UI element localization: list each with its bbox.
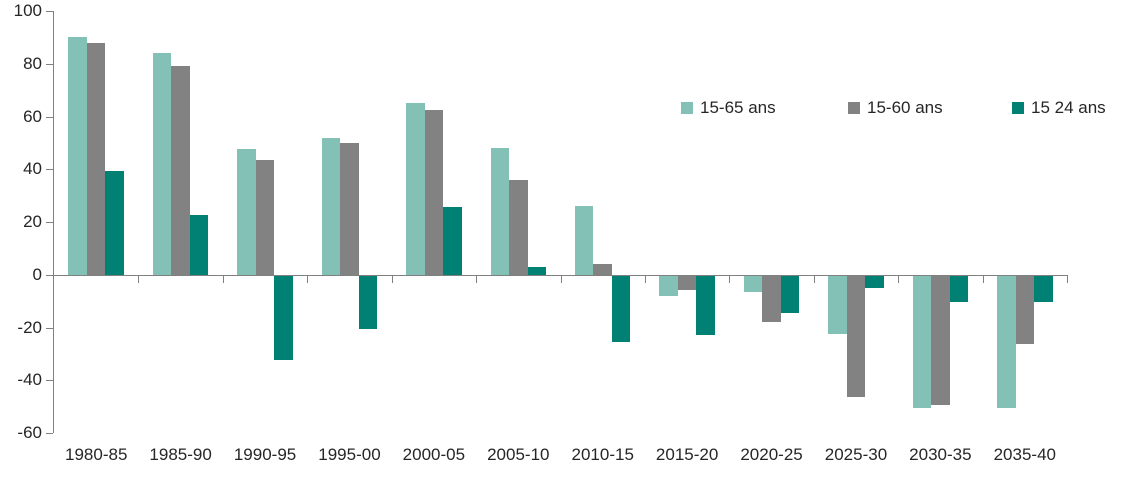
legend-label: 15 24 ans: [1031, 98, 1106, 117]
x-tick: [561, 275, 562, 283]
bar-15-24-ans-2010-15: [611, 275, 631, 342]
y-tick-label: 100: [13, 1, 42, 20]
y-tick: [46, 117, 53, 118]
x-category-label: 2030-35: [909, 445, 972, 464]
legend-swatch-icon: [681, 102, 693, 114]
bar-15-24-ans-2025-30: [865, 275, 884, 288]
bar-15-24-ans-2030-35: [949, 275, 969, 303]
legend-label: 15-60 ans: [867, 98, 943, 117]
x-category-label: 2035-40: [993, 445, 1056, 464]
bar-15-65-ans-2025-30: [828, 275, 847, 334]
bar-15-65-ans-1995-00: [321, 137, 341, 275]
legend-label: 15-65 ans: [700, 98, 776, 117]
y-tick-label: 80: [23, 54, 42, 73]
bar-15-60-ans-1990-95: [255, 160, 275, 275]
y-tick: [46, 169, 53, 170]
y-tick: [46, 11, 53, 12]
bar-15-60-ans-2035-40: [1015, 275, 1035, 345]
y-tick-label: 40: [23, 159, 42, 178]
x-tick: [138, 275, 139, 283]
y-tick-label: 0: [32, 265, 42, 284]
bar-15-24-ans-2020-25: [780, 275, 800, 313]
x-axis-line: [53, 275, 1067, 276]
y-tick-label: -20: [17, 318, 42, 337]
bar-15-24-ans-1980-85: [105, 170, 124, 275]
x-category-label: 1995-00: [318, 445, 381, 464]
bar-15-24-ans-2035-40: [1034, 275, 1053, 303]
x-tick: [1067, 275, 1068, 283]
y-tick: [46, 222, 53, 223]
x-tick: [814, 275, 815, 283]
x-category-label: 2010-15: [571, 445, 634, 464]
x-category-label: 2005-10: [487, 445, 550, 464]
x-tick: [983, 275, 984, 283]
x-tick: [476, 275, 477, 283]
x-category-label: 1980-85: [65, 445, 128, 464]
bar-15-65-ans-2000-05: [406, 103, 425, 275]
y-tick: [46, 433, 53, 434]
x-tick: [645, 275, 646, 283]
y-tick: [46, 328, 53, 329]
bar-15-24-ans-2015-20: [696, 275, 715, 336]
bar-15-60-ans-2000-05: [424, 109, 444, 275]
y-tick: [46, 64, 53, 65]
y-tick: [46, 275, 53, 276]
legend-swatch-icon: [1012, 102, 1024, 114]
y-tick-label: -60: [17, 423, 42, 442]
bar-15-24-ans-1995-00: [358, 275, 378, 329]
y-axis-line: [53, 11, 54, 433]
y-tick-label: 60: [23, 107, 42, 126]
y-tick-label: -40: [17, 370, 42, 389]
legend-item-15-60-ans: 15-60 ans: [848, 99, 943, 117]
x-category-label: 2015-20: [655, 445, 719, 464]
bar-15-24-ans-1990-95: [274, 275, 293, 361]
x-tick: [223, 275, 224, 283]
x-category-label: 1990-95: [233, 445, 297, 464]
bar-15-60-ans-1985-90: [171, 66, 190, 275]
x-category-label: 2025-30: [824, 445, 888, 464]
y-tick: [46, 380, 53, 381]
x-category-label: 1985-90: [149, 445, 212, 464]
bar-15-60-ans-1995-00: [340, 142, 359, 275]
bar-15-65-ans-2035-40: [997, 275, 1016, 408]
bar-15-65-ans-2005-10: [490, 148, 510, 275]
bar-15-60-ans-2020-25: [762, 275, 781, 322]
legend-item-15-24-ans: 15 24 ans: [1012, 99, 1106, 117]
bar-15-60-ans-1980-85: [86, 42, 106, 275]
bar-15-65-ans-1985-90: [152, 53, 172, 275]
x-category-label: 2020-25: [740, 445, 803, 464]
bar-15-24-ans-2000-05: [443, 207, 462, 275]
bar-15-60-ans-2010-15: [593, 264, 612, 275]
y-tick-label: 20: [23, 212, 42, 231]
bar-15-60-ans-2030-35: [931, 275, 950, 405]
bar-15-65-ans-2010-15: [574, 206, 594, 275]
bar-15-65-ans-2020-25: [743, 275, 763, 292]
x-category-label: 2000-05: [402, 445, 466, 464]
bar-15-24-ans-2005-10: [527, 266, 547, 275]
x-tick: [729, 275, 730, 283]
bar-15-60-ans-2005-10: [509, 179, 528, 275]
x-tick: [392, 275, 393, 283]
legend-swatch-icon: [848, 102, 860, 114]
bar-15-60-ans-2025-30: [846, 275, 866, 398]
bar-15-65-ans-1980-85: [68, 37, 87, 275]
bar-15-65-ans-2030-35: [912, 275, 932, 408]
x-tick: [898, 275, 899, 283]
bar-15-60-ans-2015-20: [677, 275, 697, 291]
x-tick: [307, 275, 308, 283]
bar-15-24-ans-1985-90: [189, 215, 209, 275]
legend-item-15-65-ans: 15-65 ans: [681, 99, 776, 117]
bar-15-65-ans-2015-20: [659, 275, 678, 296]
bar-15-65-ans-1990-95: [237, 149, 256, 275]
